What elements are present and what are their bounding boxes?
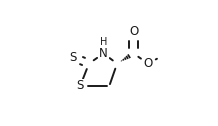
Text: O: O <box>129 25 138 38</box>
Text: O: O <box>143 57 153 70</box>
Text: N: N <box>99 47 108 60</box>
Text: H: H <box>100 37 107 47</box>
Text: S: S <box>70 51 77 64</box>
Text: S: S <box>77 80 84 92</box>
